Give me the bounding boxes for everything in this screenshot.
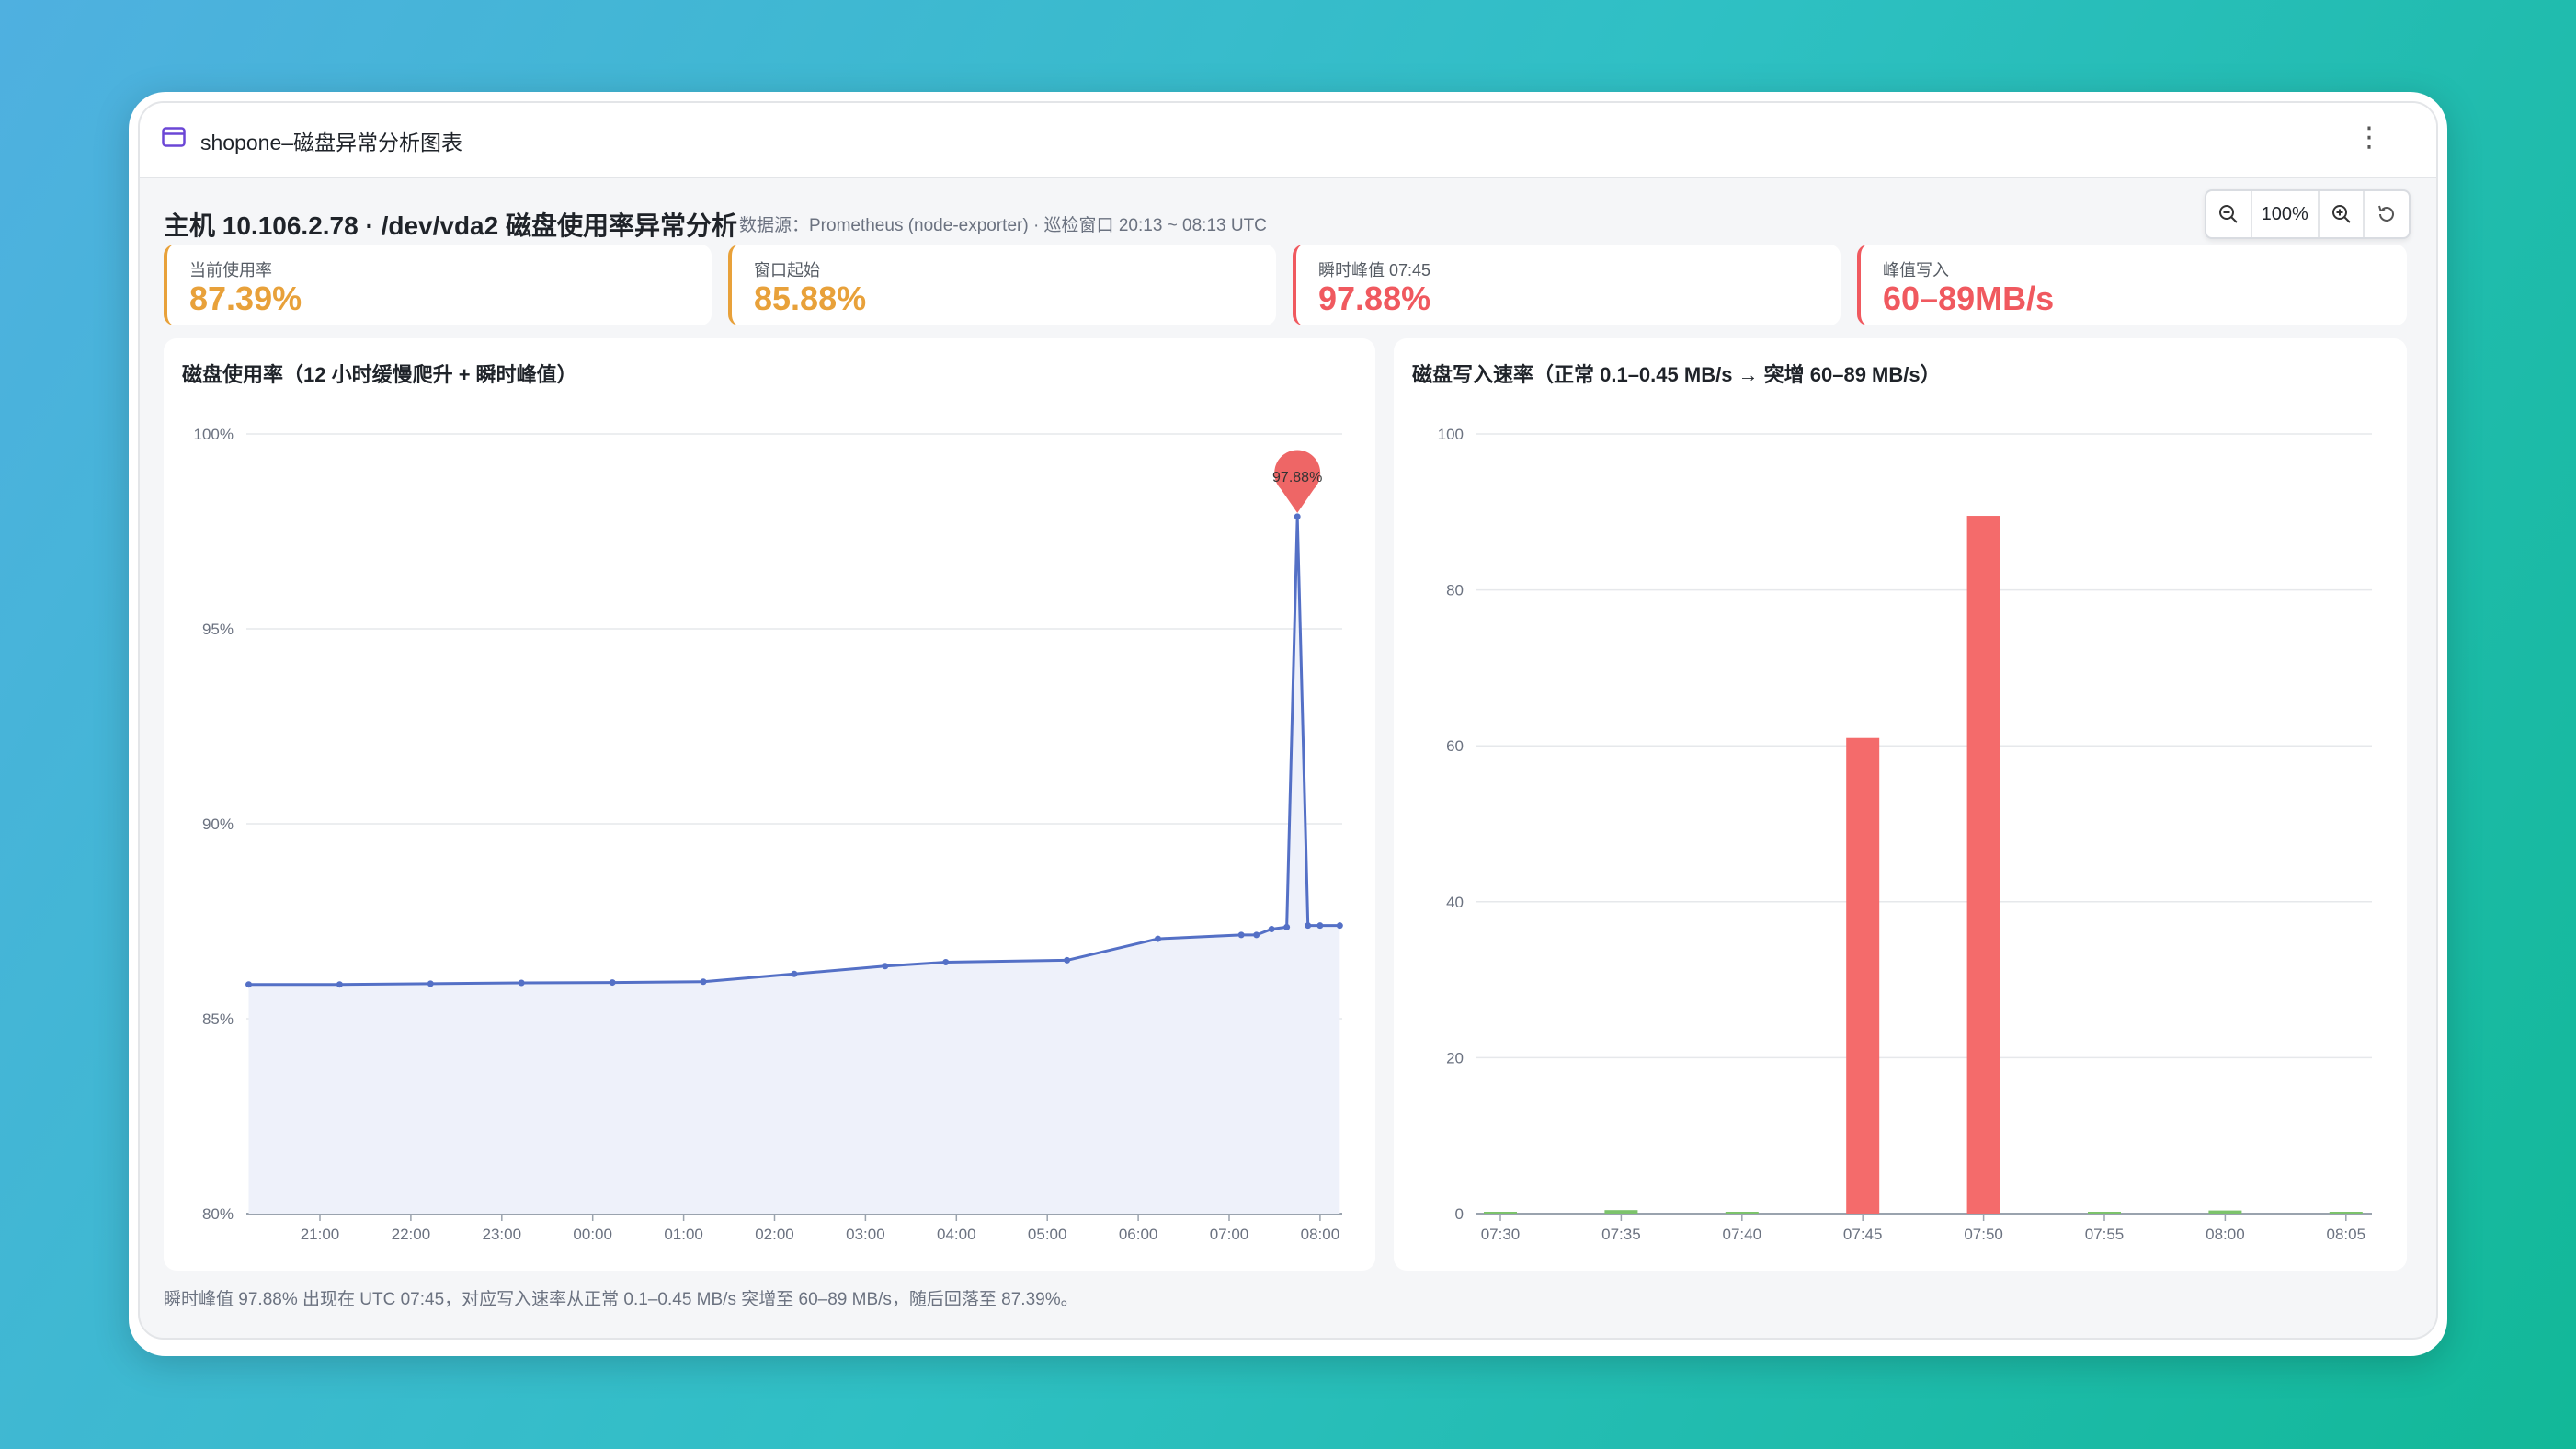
- usage-point: [336, 981, 343, 988]
- kpi-current-usage: 当前使用率 87.39%: [164, 245, 712, 325]
- footnote: 瞬时峰值 97.88% 出现在 UTC 07:45，对应写入速率从正常 0.1–…: [164, 1290, 1078, 1309]
- x-tick-label: 07:55: [2085, 1226, 2125, 1243]
- zoom-in-button[interactable]: [2320, 191, 2364, 237]
- y-tick-label: 80%: [202, 1205, 234, 1223]
- write-bar: [1966, 516, 2000, 1214]
- usage-point: [427, 980, 434, 987]
- x-tick-label: 08:00: [1301, 1226, 1340, 1243]
- window-icon: [162, 127, 186, 147]
- peak-marker: [1274, 450, 1321, 513]
- y-tick-label: 100%: [194, 426, 234, 443]
- usage-point: [1253, 931, 1260, 939]
- kpi-value: 97.88%: [1318, 280, 1431, 317]
- y-tick-label: 0: [1455, 1205, 1464, 1223]
- kpi-label: 当前使用率: [189, 261, 272, 280]
- x-tick-label: 22:00: [392, 1226, 431, 1243]
- usage-point: [1336, 922, 1343, 930]
- x-tick-label: 07:00: [1210, 1226, 1249, 1243]
- usage-point: [791, 970, 798, 977]
- y-tick-label: 40: [1446, 894, 1464, 911]
- x-tick-label: 03:00: [846, 1226, 885, 1243]
- window-frame: shopone–磁盘异常分析图表 ⋮ 主机 10.106.2.78 · /dev…: [138, 101, 2438, 1340]
- write-bar: [1725, 1212, 1759, 1214]
- usage-point: [1294, 513, 1301, 520]
- x-tick-label: 05:00: [1028, 1226, 1067, 1243]
- usage-point: [942, 959, 950, 966]
- kpi-label: 窗口起始: [754, 261, 820, 280]
- x-tick-label: 07:45: [1843, 1226, 1883, 1243]
- app-window: shopone–磁盘异常分析图表 ⋮ 主机 10.106.2.78 · /dev…: [129, 92, 2447, 1356]
- usage-point: [1305, 922, 1312, 930]
- write-bar: [2088, 1212, 2121, 1214]
- write-chart-title: 磁盘写入速率（正常 0.1–0.45 MB/s → 突增 60–89 MB/s）: [1412, 363, 1941, 386]
- reset-button[interactable]: [2363, 191, 2409, 237]
- usage-point: [1268, 925, 1275, 932]
- usage-point: [1237, 931, 1245, 939]
- window-title: shopone–磁盘异常分析图表: [200, 131, 463, 154]
- usage-point: [1064, 956, 1071, 964]
- y-tick-label: 80: [1446, 582, 1464, 599]
- y-tick-label: 85%: [202, 1010, 234, 1028]
- y-tick-label: 90%: [202, 816, 234, 833]
- kpi-value: 60–89MB/s: [1883, 280, 2055, 317]
- x-tick-label: 07:50: [1964, 1226, 2003, 1243]
- y-tick-label: 100: [1438, 426, 1464, 443]
- y-tick-label: 60: [1446, 737, 1464, 755]
- usage-line: [248, 515, 1340, 987]
- reset-icon: [2378, 205, 2395, 222]
- usage-point: [245, 981, 253, 988]
- kpi-window-start: 窗口起始 85.88%: [728, 245, 1276, 325]
- usage-chart-panel: 磁盘使用率（12 小时缓慢爬升 + 瞬时峰值） 100% 95% 90% 85% 80%…: [164, 338, 1375, 1271]
- usage-point: [609, 979, 616, 987]
- kpi-value: 85.88%: [754, 280, 867, 317]
- x-tick-label: 02:00: [755, 1226, 794, 1243]
- write-chart: 100 80 60 40 20 0 07:30 07:35 07:40 07:45 07:50 07:…: [1438, 426, 2372, 1243]
- x-tick-label: 07:35: [1601, 1226, 1641, 1243]
- write-chart-panel: 磁盘写入速率（正常 0.1–0.45 MB/s → 突增 60–89 MB/s）…: [1394, 338, 2407, 1271]
- usage-chart-title: 磁盘使用率（12 小时缓慢爬升 + 瞬时峰值）: [182, 363, 577, 386]
- kpi-peak: 瞬时峰值 07:45 97.88%: [1293, 245, 1841, 325]
- title-bar: shopone–磁盘异常分析图表 ⋮: [140, 103, 2436, 178]
- y-tick-label: 95%: [202, 621, 234, 638]
- zoom-out-button[interactable]: [2206, 191, 2251, 237]
- kpi-peak-write: 峰值写入 60–89MB/s: [1857, 245, 2407, 325]
- x-tick-label: 08:00: [2206, 1226, 2245, 1243]
- more-vertical-icon[interactable]: ⋮: [2355, 122, 2383, 153]
- usage-chart: 100% 95% 90% 85% 80% 21:00 22:00 23:00 00:00 01:0…: [194, 426, 1343, 1243]
- peak-label: 97.88%: [1272, 470, 1322, 485]
- write-bar: [2329, 1212, 2363, 1214]
- zoom-in-icon: [2331, 205, 2351, 223]
- usage-point: [1155, 935, 1162, 942]
- x-tick-label: 07:40: [1723, 1226, 1762, 1243]
- zoom-out-icon: [2218, 205, 2238, 223]
- y-tick-label: 20: [1446, 1049, 1464, 1067]
- kpi-label: 瞬时峰值 07:45: [1318, 261, 1431, 280]
- write-bar: [2208, 1210, 2242, 1214]
- write-bar: [1604, 1210, 1638, 1214]
- x-tick-label: 21:00: [301, 1226, 340, 1243]
- kpi-value: 87.39%: [189, 280, 302, 317]
- usage-point: [882, 963, 889, 970]
- x-tick-label: 07:30: [1481, 1226, 1521, 1243]
- usage-point: [700, 978, 707, 986]
- kpi-label: 峰值写入: [1883, 261, 1949, 280]
- x-tick-label: 04:00: [937, 1226, 976, 1243]
- x-tick-label: 23:00: [483, 1226, 522, 1243]
- write-bar: [1846, 737, 1880, 1214]
- usage-point: [518, 979, 525, 987]
- zoom-level: 100%: [2250, 191, 2320, 237]
- write-bar: [1484, 1212, 1517, 1214]
- zoom-control: 100%: [2205, 189, 2411, 239]
- usage-point: [1316, 922, 1324, 930]
- page-subtitle: 数据源：Prometheus (node-exporter) · 巡检窗口 20…: [739, 216, 1267, 235]
- x-tick-label: 01:00: [664, 1226, 703, 1243]
- x-tick-label: 08:05: [2327, 1226, 2366, 1243]
- x-tick-label: 00:00: [573, 1226, 612, 1243]
- x-tick-label: 06:00: [1119, 1226, 1158, 1243]
- page-title: 主机 10.106.2.78 · /dev/vda2 磁盘使用率异常分析: [164, 211, 737, 240]
- usage-point: [1283, 923, 1291, 930]
- usage-area: [248, 516, 1340, 1214]
